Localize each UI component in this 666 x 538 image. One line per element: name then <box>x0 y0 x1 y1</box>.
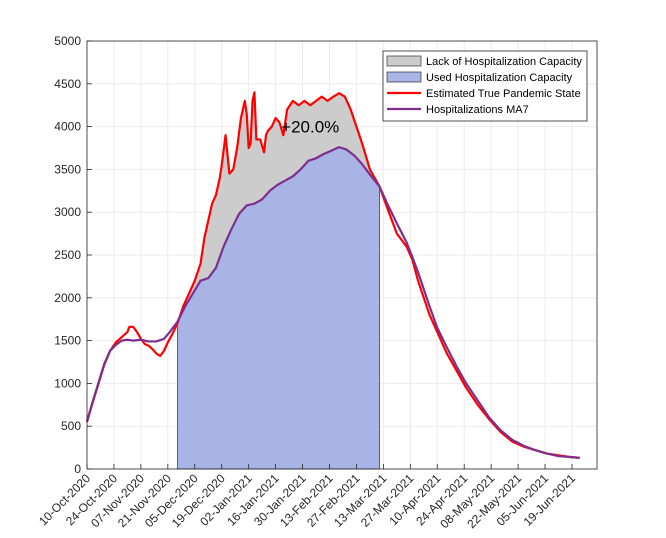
y-tick-label-6: 3000 <box>54 205 81 219</box>
y-tick-label-8: 4000 <box>54 120 81 134</box>
y-tick-label-0: 0 <box>74 462 81 476</box>
line-hospitalizations-ma7 <box>85 146 580 459</box>
legend-label-3: Hospitalizations MA7 <box>426 104 529 116</box>
legend-label-0: Lack of Hospitalization Capacity <box>426 56 582 68</box>
y-tick-label-1: 500 <box>61 419 81 433</box>
y-tick-label-10: 5000 <box>54 34 81 48</box>
legend-label-1: Used Hospitalization Capacity <box>426 72 573 84</box>
y-tick-label-3: 1500 <box>54 334 81 348</box>
y-tick-label-2: 1000 <box>54 376 81 390</box>
legend-swatch-0 <box>386 55 422 67</box>
y-tick-label-9: 4500 <box>54 77 81 91</box>
legend: Lack of Hospitalization Capacity Used Hos… <box>382 50 588 122</box>
y-tick-label-4: 2000 <box>54 291 81 305</box>
lines <box>85 91 580 459</box>
annotation-label: +20.0% <box>281 118 339 137</box>
legend-swatch-1 <box>386 71 422 83</box>
y-tick-label-7: 3500 <box>54 162 81 176</box>
legend-label-2: Estimated True Pandemic State <box>426 88 581 100</box>
area-lack-capacity <box>177 92 380 324</box>
y-axis: 0 500 1000 1500 2000 2500 3000 3500 4000 4500 5000 <box>54 34 92 476</box>
line-estimated-true-state <box>85 91 580 459</box>
y-tick-label-5: 2500 <box>54 248 81 262</box>
